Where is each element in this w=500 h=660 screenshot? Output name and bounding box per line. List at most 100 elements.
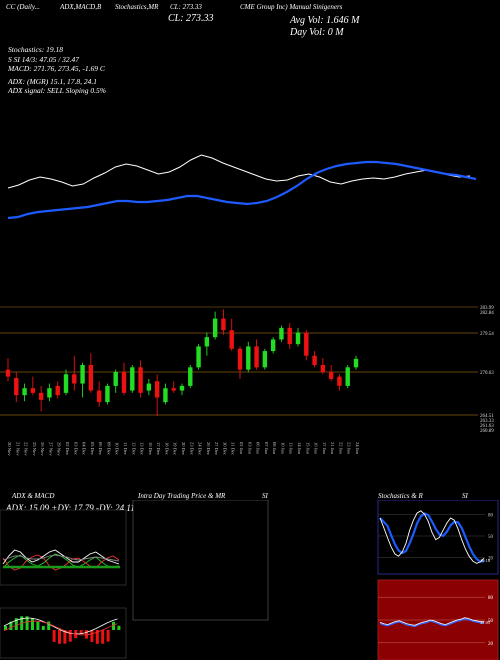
candle-body (63, 374, 69, 393)
macd-histogram-bar (41, 625, 45, 630)
macd-histogram-bar (95, 630, 99, 644)
date-tick-label: 27 Nov (48, 442, 53, 456)
candle-body (337, 376, 342, 386)
date-tick-label: 15 Jan (305, 442, 310, 455)
macd-histogram-bar (117, 625, 121, 630)
adx-line (2, 554, 120, 562)
rsi-tick-label: 80 (488, 596, 494, 601)
adx-panel-frame (0, 509, 127, 586)
price-level-label: 282.84 (480, 311, 494, 316)
date-tick-label: 08 Jan (272, 442, 277, 455)
price-level-label: 263.33 (480, 419, 494, 424)
date-tick-label: 20 Dec (181, 442, 186, 455)
info-si: S SI 14/3: 47.05 / 32.47 (8, 55, 80, 64)
macd-histogram-bar (58, 630, 61, 644)
adx-line (2, 549, 120, 565)
candle-body (96, 390, 102, 403)
close-price: CL: 273.33 (168, 13, 214, 24)
info-macd: MACD: 271.76, 273.45, -1.69 C (8, 64, 105, 73)
date-tick-label: 20 Nov (7, 442, 12, 456)
date-tick-label: 07 Jan (264, 442, 269, 455)
date-tick-label: 02 Dec (65, 442, 70, 455)
macd-histogram-bar (31, 618, 34, 630)
price-level-label: 260.89 (480, 429, 494, 434)
candle-body (47, 388, 52, 398)
price-level-label: 279.54 (480, 332, 494, 337)
date-tick-label: 02 Jan (239, 442, 244, 455)
candle-body (55, 385, 60, 396)
macd-histogram-bar (4, 626, 7, 630)
date-tick-label: 24 Dec (198, 442, 203, 455)
date-tick-label: 06 Jan (256, 442, 261, 455)
macd-histogram-bar (90, 630, 94, 642)
date-tick-label: 06 Dec (98, 442, 103, 455)
macd-histogram-bar (101, 630, 105, 644)
macd-signal-line (3, 620, 118, 636)
candle-body (204, 337, 210, 347)
macd-histogram-bar (68, 630, 72, 642)
date-tick-label: 21 Nov (15, 442, 20, 456)
date-tick-label: 13 Jan (289, 442, 294, 455)
date-tick-label: 03 Dec (73, 442, 78, 455)
candle-body (113, 371, 118, 386)
price-level-label: 283.99 (480, 306, 494, 311)
day-volume: Day Vol: 0 M (290, 27, 344, 38)
date-tick-label: 12 Dec (131, 442, 136, 455)
stoch-panel-title: Stochastics & R (378, 492, 423, 500)
date-tick-label: 16 Jan (314, 442, 319, 455)
macd-histogram-bar (79, 630, 83, 635)
candle-body (80, 365, 85, 384)
date-tick-label: 29 Nov (57, 442, 62, 456)
candle-body (154, 381, 160, 398)
candle-body (237, 348, 243, 370)
header-t4: Stochastics,MR (115, 3, 159, 11)
date-tick-label: 10 Dec (115, 442, 120, 455)
macd-histogram-bar (52, 630, 56, 642)
white-indicator-line (7, 154, 471, 189)
macd-histogram-bar (36, 621, 40, 630)
candle-body (188, 367, 193, 386)
rsi-tick-label: 20 (488, 642, 494, 647)
date-tick-label: 17 Dec (156, 442, 161, 455)
macd-line (3, 617, 118, 635)
date-tick-label: 31 Dec (231, 442, 236, 455)
candle-body (72, 374, 77, 384)
candle-body (88, 365, 94, 391)
candle-body (179, 385, 185, 391)
rsi-value-label: 47.05 (480, 620, 491, 625)
stoch-tick-label: 20 (488, 557, 494, 562)
adx-panel-values: ADX: 15.09 +DY: 17.79 -DY: 24.11 (6, 503, 135, 513)
intraday-panel-frame (132, 500, 269, 621)
stoch-k-line (379, 510, 485, 564)
date-tick-label: 11 Dec (123, 442, 128, 455)
macd-histogram-bar (25, 616, 29, 630)
info-adx: ADX: (MGR) 15.1, 17.8, 24.1 (8, 77, 97, 86)
date-tick-label: 30 Dec (222, 442, 227, 455)
date-tick-label: 14 Jan (297, 442, 302, 455)
blue-moving-average (7, 160, 477, 220)
macd-histogram-bar (63, 630, 67, 644)
date-tick-label: 22 Jan (338, 442, 343, 455)
candle-body (320, 365, 326, 372)
date-tick-label: 27 Dec (214, 442, 219, 455)
rsi-smooth-line (379, 618, 485, 628)
date-tick-label: 18 Dec (164, 442, 169, 455)
candle-body (196, 346, 201, 368)
candle-body (38, 392, 44, 400)
candle-body (270, 339, 276, 352)
macd-histogram-bar (106, 630, 110, 642)
rsi-line (379, 617, 485, 626)
date-tick-label: 04 Dec (82, 442, 87, 455)
stoch-d-line (379, 512, 485, 563)
candle-body (304, 332, 309, 356)
candle-body (312, 355, 317, 365)
header-t5: CL: 273.33 (170, 3, 202, 11)
price-level-label: 270.63 (480, 371, 494, 376)
date-tick-label: 26 Dec (206, 442, 211, 455)
macd-histogram-bar (47, 621, 51, 630)
candle-body (328, 371, 334, 379)
date-tick-label: 26 Nov (40, 442, 45, 456)
date-tick-label: 16 Dec (148, 442, 153, 455)
